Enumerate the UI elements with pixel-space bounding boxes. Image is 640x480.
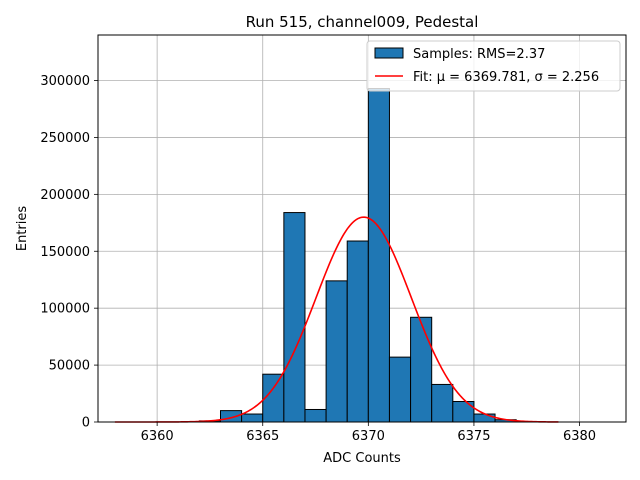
histogram-bar bbox=[367, 87, 390, 423]
histogram-bar bbox=[473, 413, 496, 423]
histogram-bar bbox=[388, 356, 412, 423]
x-tick-label: 6370 bbox=[352, 429, 385, 444]
histogram-bar bbox=[241, 413, 264, 423]
x-axis-label: ADC Counts bbox=[323, 451, 401, 466]
x-axis-ticks: 6360 6365 6370 6375 6380 bbox=[141, 422, 596, 444]
legend-label-samples: Samples: RMS=2.37 bbox=[413, 47, 545, 62]
y-axis-label: Entries bbox=[15, 206, 30, 252]
legend-swatch-samples bbox=[374, 47, 404, 59]
y-tick-label: 250000 bbox=[40, 131, 90, 146]
legend-box bbox=[366, 40, 621, 92]
y-tick-label: 200000 bbox=[40, 188, 90, 203]
x-tick-label: 6375 bbox=[457, 429, 490, 444]
legend-label-fit: Fit: μ = 6369.781, σ = 2.256 bbox=[413, 70, 599, 85]
axes-frame bbox=[97, 34, 627, 423]
legend: Samples: RMS=2.37 Fit: μ = 6369.781, σ =… bbox=[366, 40, 621, 92]
y-tick-label: 100000 bbox=[40, 302, 90, 317]
chart-title: Run 515, channel009, Pedestal bbox=[246, 13, 479, 31]
histogram-bar bbox=[283, 212, 306, 423]
y-axis-ticks: 0 50000 100000 150000 200000 250000 300000 bbox=[40, 74, 98, 431]
y-tick-label: 0 bbox=[82, 416, 90, 431]
y-tick-label: 150000 bbox=[40, 245, 90, 260]
x-tick-label: 6365 bbox=[246, 429, 279, 444]
y-tick-label: 300000 bbox=[40, 74, 90, 89]
histogram-bar bbox=[410, 316, 433, 423]
histogram-bar bbox=[346, 240, 369, 423]
histogram-bar bbox=[304, 408, 327, 423]
histogram-bar bbox=[325, 280, 348, 423]
histogram-bar bbox=[431, 383, 454, 423]
y-tick-label: 50000 bbox=[49, 359, 90, 374]
x-tick-label: 6380 bbox=[563, 429, 596, 444]
x-tick-label: 6360 bbox=[141, 429, 174, 444]
